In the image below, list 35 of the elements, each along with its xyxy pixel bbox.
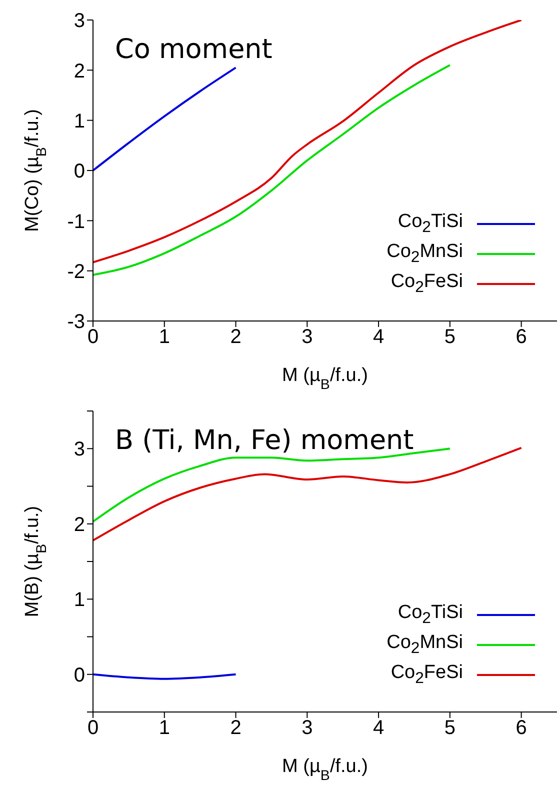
x-tick-label: 6 [516, 717, 527, 740]
y-tick-label: 3 [74, 10, 85, 32]
annotation: Co moment [115, 34, 272, 65]
y-tick-label: 2 [74, 514, 85, 536]
x-axis-title: M (µ$_{B}$/f.u.) [282, 756, 368, 784]
x-tick-label: 1 [158, 717, 170, 740]
x-tick-label: 4 [372, 326, 384, 348]
legend-label: Co$_{2}$TiSi [398, 602, 463, 628]
y-tick-label: 3 [74, 438, 85, 461]
x-tick-label: 6 [516, 326, 527, 348]
annotation: B (Ti, Mn, Fe) moment [115, 425, 414, 456]
legend-label: Co$_{2}$FeSi [390, 271, 463, 297]
x-tick-label: 5 [444, 717, 456, 740]
y-tick-label: 2 [74, 60, 85, 82]
x-tick-label: 3 [302, 717, 313, 740]
y-tick-label: 0 [74, 664, 85, 686]
x-tick-label: 2 [230, 717, 242, 740]
y-tick-label: -3 [67, 311, 85, 334]
y-tick-label: 0 [74, 160, 85, 183]
line-series [93, 20, 522, 264]
x-tick-label: 5 [444, 326, 456, 348]
x-tick-label: 2 [230, 326, 242, 348]
x-tick-label: 1 [158, 326, 170, 348]
line-series [93, 66, 237, 172]
y-tick-label: 1 [74, 589, 85, 612]
x-axis-title: M (µ$_{B}$/f.u.) [282, 365, 368, 393]
y-tick-label: -2 [67, 260, 85, 283]
legend-label: Co$_{2}$MnSi [386, 241, 463, 267]
x-tick-label: 3 [302, 326, 313, 348]
y-tick-label: 1 [74, 110, 85, 132]
legend-label: Co$_{2}$TiSi [398, 211, 463, 237]
y-tick-label: -1 [67, 210, 85, 233]
legend-label: Co$_{2}$FeSi [390, 662, 463, 688]
legend-label: Co$_{2}$MnSi [386, 632, 463, 658]
x-tick-label: 4 [372, 717, 384, 740]
